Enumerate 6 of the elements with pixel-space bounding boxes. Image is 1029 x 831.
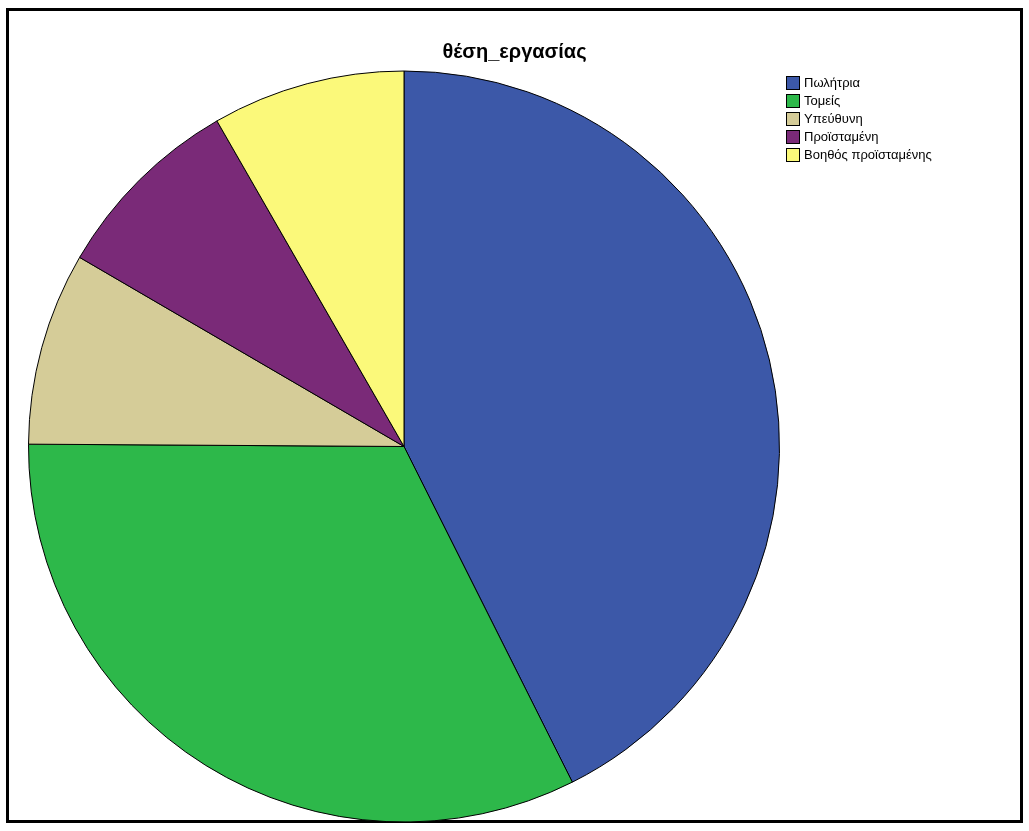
legend-label: Βοηθός προϊσταμένης [804, 146, 932, 164]
legend-label: Προϊσταμένη [804, 128, 879, 146]
legend-label: Τομείς [804, 92, 841, 110]
legend-label: Υπεύθυνη [804, 110, 863, 128]
chart-title: θέση_εργασίας [441, 40, 588, 63]
legend-label: Πωλήτρια [804, 74, 860, 92]
